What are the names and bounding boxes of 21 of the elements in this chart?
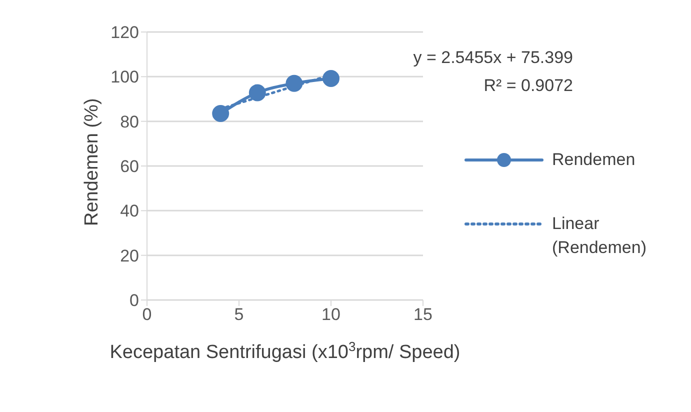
x-tick-label: 5 xyxy=(234,305,244,324)
annotation: y = 2.5455x + 75.399 xyxy=(413,47,573,69)
y-axis-title: Rendemen (%) xyxy=(82,98,103,226)
point xyxy=(286,74,303,92)
y-tick-label: 120 xyxy=(110,23,139,42)
x-tick-label: 0 xyxy=(142,305,152,324)
y-tick-label: 0 xyxy=(130,291,139,310)
x-axis-title: Kecepatan Sentrifugasi (x10$^{3}$rpm/ Speed) xyxy=(110,338,460,363)
legend-label: Rendemen xyxy=(552,149,636,171)
text: R² = 0.9072 xyxy=(482,75,573,97)
y-tick-label: 100 xyxy=(110,68,139,87)
x-tick-label: 10 xyxy=(322,305,340,324)
legend-label: Linear (Rendemen) xyxy=(552,213,648,259)
point xyxy=(248,84,266,102)
y-tick-label: 60 xyxy=(120,157,139,176)
y-tick-label: 40 xyxy=(120,202,139,221)
point xyxy=(212,105,230,122)
point xyxy=(322,70,340,87)
x-tick-label: 15 xyxy=(414,305,432,324)
y-tick-label: 20 xyxy=(120,246,139,266)
y-tick-label: 80 xyxy=(120,112,139,132)
